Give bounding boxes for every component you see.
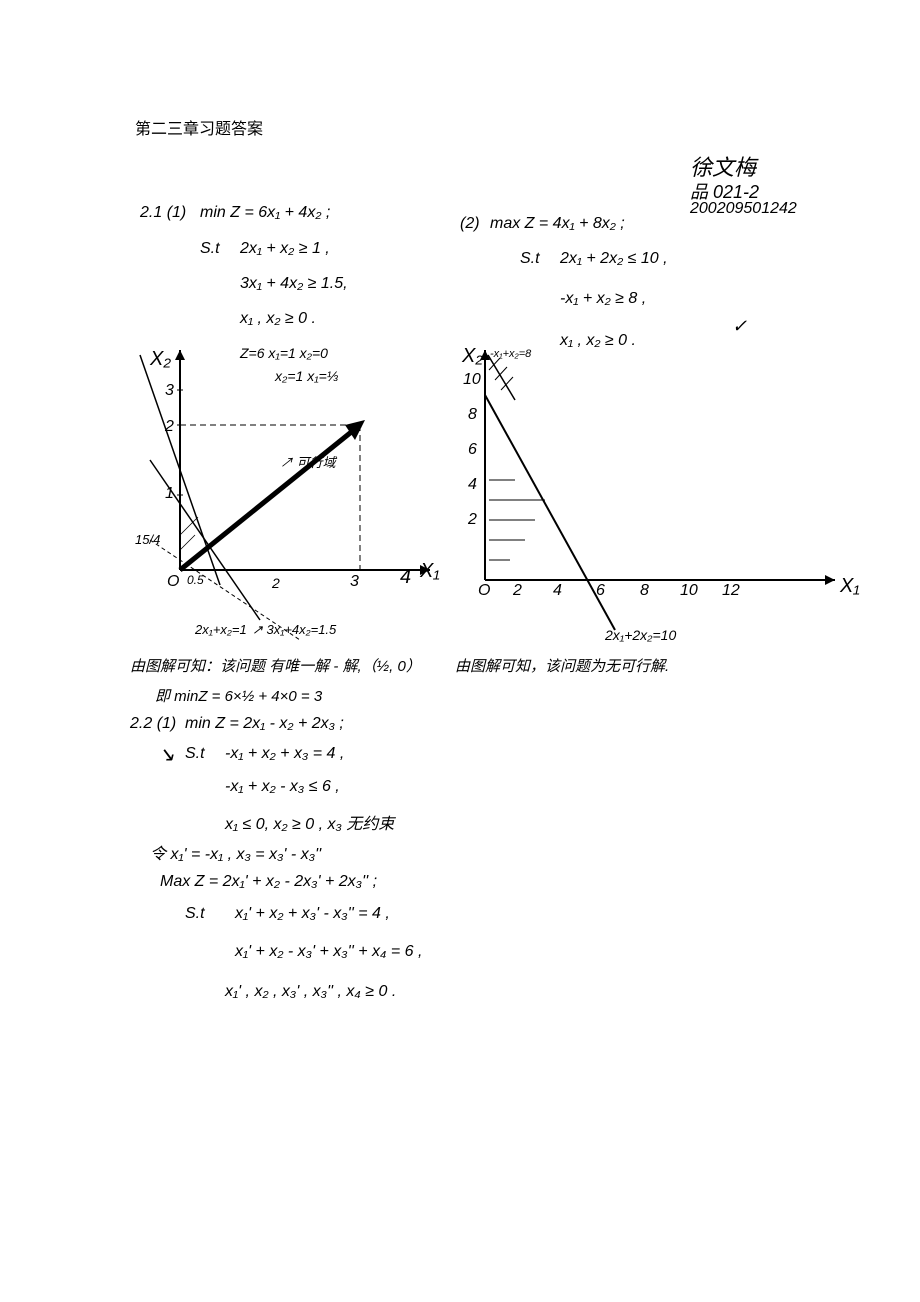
p21-2-obj: max Z = 4x₁ + 8x₂ ; bbox=[490, 215, 625, 233]
g1-x4: 4 bbox=[400, 566, 411, 589]
p22-st: S.t bbox=[185, 745, 205, 763]
g1-y-label: X₂ bbox=[150, 348, 171, 371]
g2-x-label: X₁ bbox=[840, 575, 860, 598]
p22-maxz: Max Z = 2x₁' + x₂ - 2x₃' + 2x₃'' ; bbox=[160, 873, 377, 891]
g2-x12: 12 bbox=[722, 582, 740, 600]
p21-2-c2: -x₁ + x₂ ≥ 8 , bbox=[560, 290, 646, 308]
checkmark2-icon: ↘ bbox=[158, 742, 175, 767]
g2-y10: 10 bbox=[463, 371, 481, 389]
p21-1-c1: 2x₁ + x₂ ≥ 1 , bbox=[240, 240, 330, 258]
g1-x3: 3 bbox=[350, 573, 359, 591]
p22-d3: x₁' , x₂ , x₃' , x₃'' , x₄ ≥ 0 . bbox=[225, 983, 396, 1001]
g2-x2: 2 bbox=[513, 582, 522, 600]
g2-origin: O bbox=[478, 582, 490, 600]
check-icon: ✓ bbox=[732, 316, 747, 337]
g1-y1: 1 bbox=[165, 485, 174, 503]
g2-line: 2x₁+2x₂=10 bbox=[605, 627, 676, 643]
p22-sub: 令 x₁' = -x₁ , x₃ = x₃' - x₃'' bbox=[150, 840, 321, 864]
g2-x4: 4 bbox=[553, 582, 562, 600]
g1-x05: 0.5 bbox=[187, 573, 204, 587]
p21-1-obj: min Z = 6x₁ + 4x₂ ; bbox=[200, 204, 330, 222]
g1-origin: O bbox=[167, 573, 179, 591]
g1-y2: 2 bbox=[165, 418, 174, 436]
p22-label: 2.2 (1) bbox=[130, 715, 176, 733]
g2-y8: 8 bbox=[468, 406, 477, 424]
p21-1-concl2: 即 minZ = 6×½ + 4×0 = 3 bbox=[155, 685, 322, 706]
p21-1-label: 2.1 (1) bbox=[140, 204, 186, 222]
p22-st2: S.t bbox=[185, 905, 205, 923]
g1-x-label: X₁ bbox=[420, 560, 440, 583]
p21-2-st: S.t bbox=[520, 250, 540, 268]
p22-c1: -x₁ + x₂ + x₃ = 4 , bbox=[225, 745, 344, 763]
p22-c2: -x₁ + x₂ - x₃ ≤ 6 , bbox=[225, 778, 340, 796]
g2-y2: 2 bbox=[468, 511, 477, 529]
g1-y154: 15/4 bbox=[135, 532, 160, 547]
g2-small: -x₁+x₂=8 bbox=[490, 348, 531, 360]
g2-y4: 4 bbox=[468, 476, 477, 494]
g2-x8: 8 bbox=[640, 582, 649, 600]
p22-obj: min Z = 2x₁ - x₂ + 2x₃ ; bbox=[185, 715, 344, 733]
p21-1-concl1: 由图解可知：该问题 有唯一解 - 解,（½, 0） bbox=[130, 655, 421, 676]
page-title: 第二三章习题答案 bbox=[135, 115, 263, 139]
g1-feasible: ↗ 可行域 bbox=[280, 452, 336, 471]
g2-y-label: X₂ bbox=[462, 345, 483, 368]
p21-2-c1: 2x₁ + 2x₂ ≤ 10 , bbox=[560, 250, 668, 268]
p22-d1: x₁' + x₂ + x₃' - x₃'' = 4 , bbox=[235, 905, 390, 923]
p22-c3: x₁ ≤ 0, x₂ ≥ 0 , x₃ 无约束 bbox=[225, 810, 394, 834]
p21-1-c2: 3x₁ + 4x₂ ≥ 1.5, bbox=[240, 275, 348, 293]
p21-2-concl: 由图解可知，该问题为无可行解. bbox=[455, 655, 669, 676]
g1-eq2: ↗ 3x₁+4x₂=1.5 bbox=[252, 622, 336, 638]
graph-2 bbox=[455, 340, 855, 660]
g2-x6: 6 bbox=[596, 582, 605, 600]
p22-d2: x₁' + x₂ - x₃' + x₃'' + x₄ = 6 , bbox=[235, 943, 422, 961]
g2-x10: 10 bbox=[680, 582, 698, 600]
p21-1-st: S.t bbox=[200, 240, 220, 258]
g1-eq1: 2x₁+x₂=1 bbox=[195, 622, 247, 637]
g2-y6: 6 bbox=[468, 441, 477, 459]
g1-y3: 3 bbox=[165, 382, 174, 400]
author-id: 200209501242 bbox=[690, 200, 797, 218]
p21-2-label: (2) bbox=[460, 215, 480, 233]
p21-1-c3: x₁ , x₂ ≥ 0 . bbox=[240, 310, 316, 328]
g1-x2: 2 bbox=[272, 575, 280, 591]
